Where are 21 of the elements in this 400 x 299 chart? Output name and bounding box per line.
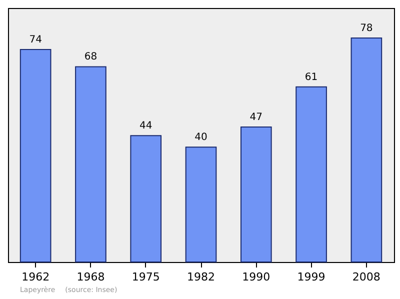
- bar: [350, 38, 382, 262]
- data-label: 68: [84, 52, 98, 63]
- bar: [240, 126, 272, 262]
- bar: [130, 135, 162, 262]
- x-tick-label: 2008: [352, 270, 380, 284]
- x-tick-label: 1962: [22, 270, 50, 284]
- x-tick-label: 1968: [76, 270, 105, 284]
- x-tick-label: 1982: [187, 270, 215, 284]
- data-label: 44: [139, 120, 152, 132]
- data-label: 47: [250, 112, 263, 124]
- bar: [75, 66, 106, 262]
- x-tick-label: 1975: [132, 270, 160, 284]
- data-label: 78: [360, 23, 373, 34]
- data-label: 74: [29, 34, 42, 46]
- x-tick-label: 1990: [242, 270, 270, 284]
- bar: [185, 146, 217, 262]
- bar: [20, 48, 52, 262]
- data-label: 61: [304, 72, 318, 83]
- data-label: 40: [194, 132, 208, 144]
- x-tick-label: 1999: [297, 270, 326, 284]
- bar: [296, 86, 327, 262]
